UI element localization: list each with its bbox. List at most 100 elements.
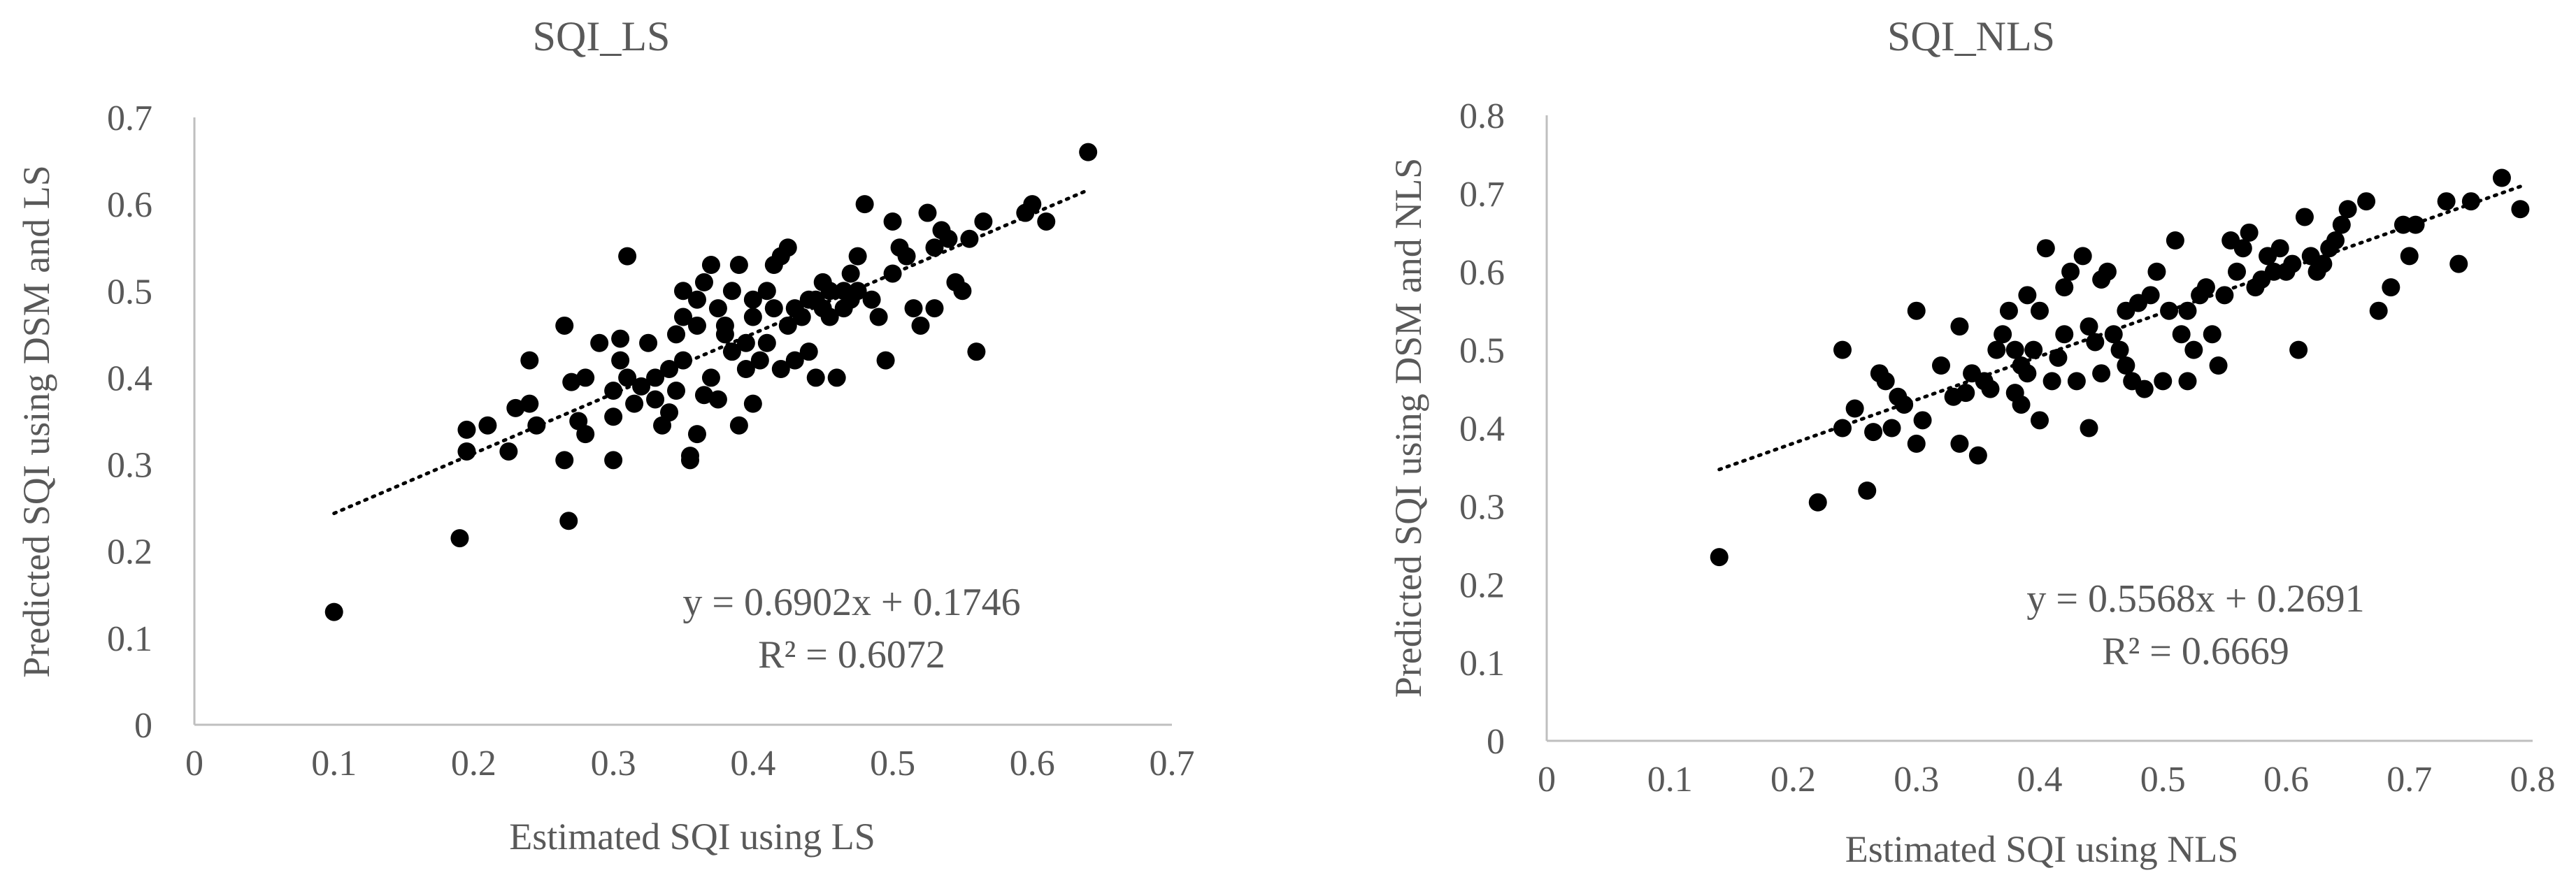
y-tick-label: 0.4 (1459, 410, 1505, 449)
data-point (1808, 493, 1827, 512)
data-point (2203, 325, 2221, 344)
data-point (687, 290, 706, 309)
data-point (2437, 192, 2456, 211)
data-point (2295, 208, 2314, 226)
data-point (953, 282, 972, 301)
data-point (2184, 340, 2203, 359)
data-point (2461, 192, 2480, 211)
x-tick-label: 0.7 (2387, 760, 2432, 800)
data-point (2141, 286, 2160, 305)
data-point (2270, 239, 2289, 258)
data-point (820, 282, 839, 301)
data-point (883, 264, 902, 283)
data-point (1833, 340, 1852, 359)
data-point (2400, 247, 2419, 266)
chart-title: SQI_LS (533, 13, 671, 59)
data-point (2228, 262, 2246, 281)
data-point (1079, 143, 1098, 161)
data-point (632, 377, 651, 396)
data-point (576, 368, 595, 387)
data-point (2012, 395, 2031, 414)
data-point (2196, 278, 2215, 297)
data-point (2110, 340, 2129, 359)
data-point (457, 420, 476, 439)
data-point (1913, 411, 1932, 430)
data-point (701, 368, 720, 387)
data-point (974, 212, 993, 231)
data-point (506, 398, 525, 417)
data-point (876, 351, 895, 370)
data-point (1710, 548, 1729, 567)
data-point (694, 386, 713, 405)
data-point (2332, 215, 2351, 234)
data-point (2492, 168, 2511, 187)
x-tick-label: 0.3 (1894, 760, 1939, 800)
data-point (1907, 434, 1926, 453)
data-point (2154, 372, 2173, 391)
trendline-equation: y = 0.6902x + 0.1746 (682, 581, 1020, 624)
data-point (722, 282, 741, 301)
y-tick-label: 0.1 (1459, 644, 1505, 684)
data-point (2511, 200, 2530, 219)
data-point (2240, 223, 2259, 242)
data-point (1950, 434, 1969, 453)
data-point (904, 299, 923, 318)
data-point (883, 212, 902, 231)
data-point (590, 333, 609, 352)
data-point (1994, 325, 2012, 344)
trendline (1717, 185, 2522, 472)
data-point (555, 451, 574, 470)
data-point (1987, 340, 2006, 359)
trendline (332, 188, 1090, 516)
data-point (911, 316, 930, 335)
y-tick-label: 0.2 (1459, 565, 1505, 605)
x-tick-label: 0 (185, 744, 203, 783)
data-point (660, 403, 679, 422)
data-point (939, 229, 958, 248)
data-point (520, 351, 539, 370)
data-point (1907, 301, 1926, 320)
data-point (687, 316, 706, 335)
data-point (778, 316, 797, 335)
data-point (478, 416, 497, 435)
y-tick-label: 0.1 (107, 619, 152, 659)
data-point (639, 333, 658, 352)
y-tick-label: 0.7 (1459, 175, 1505, 215)
y-tick-label: 0.3 (1459, 487, 1505, 527)
data-point (785, 351, 804, 370)
data-point (611, 351, 630, 370)
data-point (778, 238, 797, 257)
x-tick-label: 0.7 (1150, 744, 1195, 783)
data-point (918, 203, 937, 222)
data-point (862, 290, 881, 309)
data-point (827, 368, 846, 387)
data-point (604, 407, 623, 426)
data-point (646, 390, 665, 409)
data-point (2055, 325, 2074, 344)
data-point (757, 282, 776, 301)
data-point (771, 360, 790, 379)
data-point (960, 229, 979, 248)
data-point (1833, 419, 1852, 438)
data-point (2117, 356, 2135, 375)
x-tick-label: 0.8 (2510, 760, 2556, 800)
data-point (736, 333, 755, 352)
data-point (708, 299, 727, 318)
r-squared-label: R² = 0.6669 (2102, 630, 2289, 673)
data-point (2160, 301, 2179, 320)
data-point (2449, 254, 2468, 273)
data-point (1876, 372, 1895, 391)
x-tick-label: 0.2 (1770, 760, 1816, 800)
x-tick-label: 0.3 (591, 744, 636, 783)
data-point (2092, 364, 2111, 383)
data-point (1023, 195, 1042, 214)
data-point (2135, 380, 2154, 398)
y-tick-label: 0.4 (107, 359, 152, 398)
y-tick-label: 0.8 (1459, 96, 1505, 136)
data-point (925, 299, 944, 318)
data-point (2036, 239, 2055, 258)
data-point (674, 282, 692, 301)
y-tick-label: 0 (134, 706, 152, 746)
data-point (855, 195, 874, 214)
